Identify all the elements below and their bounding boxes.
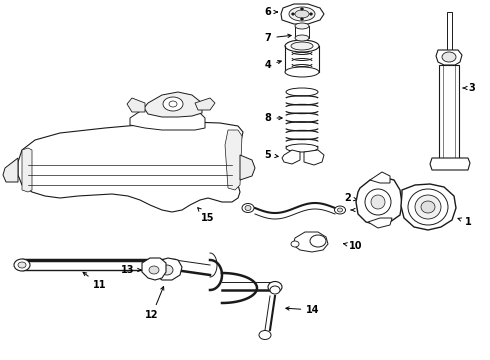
Text: 7: 7 <box>265 33 291 43</box>
Polygon shape <box>18 122 243 212</box>
Ellipse shape <box>421 201 435 213</box>
Ellipse shape <box>245 206 251 211</box>
Ellipse shape <box>286 88 318 96</box>
Ellipse shape <box>365 189 391 215</box>
Ellipse shape <box>295 35 309 41</box>
Polygon shape <box>436 50 462 65</box>
Text: 14: 14 <box>286 305 320 315</box>
Text: 3: 3 <box>463 83 475 93</box>
Ellipse shape <box>338 208 343 212</box>
Ellipse shape <box>300 18 303 20</box>
Ellipse shape <box>289 7 315 21</box>
Ellipse shape <box>291 241 299 247</box>
Polygon shape <box>22 148 32 192</box>
Ellipse shape <box>408 189 448 225</box>
Ellipse shape <box>291 42 313 50</box>
Polygon shape <box>144 92 202 117</box>
Polygon shape <box>195 98 215 110</box>
Text: 10: 10 <box>343 241 363 251</box>
Polygon shape <box>370 172 390 183</box>
Ellipse shape <box>292 13 294 15</box>
Text: 4: 4 <box>265 60 281 70</box>
Ellipse shape <box>18 262 26 268</box>
Ellipse shape <box>268 282 282 292</box>
Polygon shape <box>142 258 166 280</box>
Ellipse shape <box>14 259 30 271</box>
Text: 11: 11 <box>83 272 107 290</box>
Text: 2: 2 <box>344 193 357 203</box>
Ellipse shape <box>415 195 441 219</box>
Ellipse shape <box>259 330 271 339</box>
Text: 12: 12 <box>145 287 164 320</box>
Ellipse shape <box>242 203 254 212</box>
Ellipse shape <box>270 286 280 294</box>
Ellipse shape <box>286 144 318 152</box>
Polygon shape <box>430 158 470 170</box>
Polygon shape <box>152 258 182 280</box>
Polygon shape <box>281 4 324 24</box>
Text: 5: 5 <box>265 150 278 160</box>
Ellipse shape <box>310 235 326 247</box>
Ellipse shape <box>300 8 303 10</box>
Bar <box>295 26 309 38</box>
Polygon shape <box>3 158 18 182</box>
Ellipse shape <box>169 101 177 107</box>
Polygon shape <box>127 98 145 112</box>
Ellipse shape <box>285 67 319 77</box>
Bar <box>447 12 452 50</box>
Ellipse shape <box>335 206 345 214</box>
Ellipse shape <box>285 40 319 52</box>
Text: 1: 1 <box>458 217 471 227</box>
Polygon shape <box>130 103 205 130</box>
Ellipse shape <box>149 266 159 274</box>
Polygon shape <box>401 184 456 230</box>
Text: 9: 9 <box>351 205 364 215</box>
Ellipse shape <box>295 23 309 29</box>
Ellipse shape <box>310 13 313 15</box>
Bar <box>439 65 459 160</box>
Ellipse shape <box>161 265 173 275</box>
Ellipse shape <box>442 52 456 62</box>
Polygon shape <box>304 150 324 165</box>
Text: 6: 6 <box>265 7 277 17</box>
Text: 13: 13 <box>121 265 141 275</box>
Ellipse shape <box>295 10 309 18</box>
Ellipse shape <box>371 195 385 209</box>
Polygon shape <box>282 150 300 164</box>
Text: 8: 8 <box>265 113 282 123</box>
Polygon shape <box>240 155 255 180</box>
Polygon shape <box>293 232 328 252</box>
Ellipse shape <box>163 97 183 111</box>
Text: 15: 15 <box>197 208 215 223</box>
Polygon shape <box>356 177 402 225</box>
Polygon shape <box>368 218 392 228</box>
Polygon shape <box>225 130 242 190</box>
